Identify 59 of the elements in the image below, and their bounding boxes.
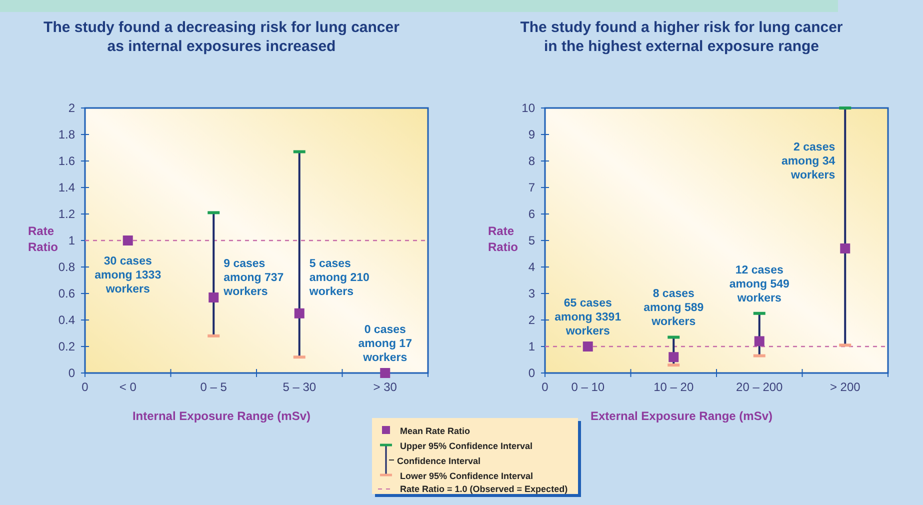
x-tick-label: 20 – 200	[736, 380, 784, 394]
y-tick-label: 2	[68, 101, 76, 115]
y-tick-label: 0.6	[58, 286, 76, 300]
y-tick-label: 1.8	[58, 128, 76, 142]
annotation: 2 cases among 34 workers	[781, 141, 836, 182]
y-tick-label: 8	[528, 154, 536, 168]
y-tick-label: 6	[528, 207, 536, 221]
annotation: 65 cases among 3391 workers	[554, 298, 622, 338]
point	[754, 336, 764, 346]
x-tick-label: 0 – 5	[200, 380, 228, 394]
text: 0	[542, 380, 549, 394]
y-tick-label: 2	[528, 313, 536, 327]
annotation: 12 cases among 549 workers	[729, 264, 790, 304]
x-axis-title: Internal Exposure Range (mSv)	[132, 409, 311, 423]
y-tick-label: 3	[528, 286, 536, 300]
y-axis-title: Rate Ratio	[488, 224, 518, 254]
annotation: 30 cases among 1333 workers	[94, 256, 162, 296]
point	[380, 368, 390, 378]
y-tick-label: 1.4	[58, 180, 76, 194]
x-tick-label: 5 – 30	[282, 380, 316, 394]
y-tick-label: 1	[68, 234, 76, 248]
point	[122, 236, 133, 246]
text: 0	[82, 380, 89, 394]
x-tick-label: > 30	[373, 380, 398, 394]
annotation: 9 cases among 737 workers	[222, 258, 284, 298]
point	[582, 342, 593, 352]
annotation: 8 cases among 589 workers	[644, 288, 704, 328]
point	[294, 308, 304, 318]
y-tick-label: 0	[528, 366, 536, 380]
y-tick-label: 0.8	[58, 260, 76, 274]
x-tick-label: > 200	[830, 380, 861, 394]
x-tick-label: 0 – 10	[571, 380, 605, 394]
chart-title: The study found a higher risk for lung cancer in the highest external exposure range	[520, 19, 843, 55]
y-tick-label: 1.6	[58, 154, 76, 168]
x-tick-label: < 0	[119, 380, 137, 394]
y-tick-label: 1.2	[58, 207, 76, 221]
x-axis-title: External Exposure Range (mSv)	[590, 409, 773, 423]
y-tick-label: 0.2	[58, 340, 76, 354]
x-tick-label: 10 – 20	[654, 380, 694, 394]
y-tick-label: 4	[528, 260, 536, 274]
y-axis-title: Rate Ratio	[28, 224, 58, 254]
y-tick-label: 9	[528, 128, 536, 142]
text: Confidence Interval	[397, 456, 481, 466]
text: Upper 95% Confidence Interval	[400, 441, 533, 451]
y-tick-label: 0	[68, 366, 76, 380]
legend-label: Mean Rate Ratio	[400, 426, 471, 436]
y-tick-label: 7	[528, 180, 536, 194]
text: Lower 95% Confidence Interval	[400, 471, 534, 481]
y-tick-label: 10	[522, 101, 536, 115]
point	[668, 352, 679, 362]
annotation: 5 cases among 210 workers	[308, 258, 370, 298]
point	[840, 243, 850, 254]
point	[208, 292, 219, 302]
legend-label: Rate Ratio = 1.0 (Observed = Expected)	[400, 484, 568, 494]
chart-title: The study found a decreasing risk for lung cancer as internal exposures increased	[44, 19, 400, 55]
y-tick-label: 5	[528, 234, 536, 248]
y-tick-label: 0.4	[58, 313, 76, 327]
annotation: 0 cases among 17 workers	[358, 324, 412, 364]
y-tick-label: 1	[528, 340, 536, 354]
